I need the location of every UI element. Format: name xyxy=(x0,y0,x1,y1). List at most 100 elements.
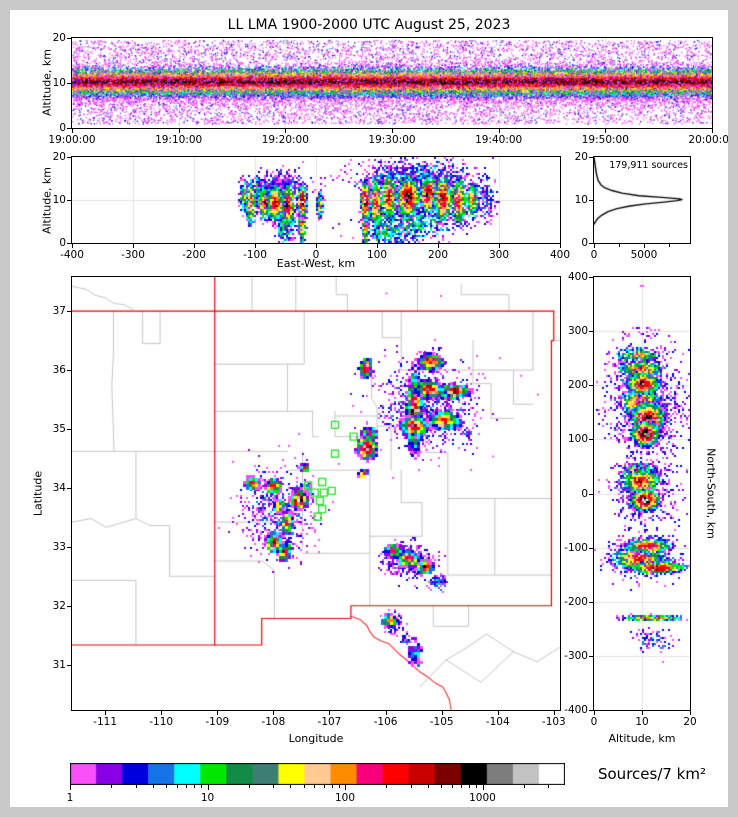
axis-tick xyxy=(273,785,275,788)
tick-label: 37 xyxy=(52,305,66,318)
axis-tick xyxy=(386,785,388,788)
axis-tick xyxy=(441,785,443,788)
ns-panel-xlabel: Altitude, km xyxy=(608,732,676,745)
axis-tick xyxy=(67,664,71,666)
axis-tick xyxy=(589,385,593,387)
tick-label: 100 xyxy=(366,249,388,261)
tick-label: 200 xyxy=(567,379,588,392)
axis-tick xyxy=(67,243,71,244)
tick-label: -200 xyxy=(564,595,588,608)
axis-tick xyxy=(553,711,555,715)
axis-tick xyxy=(619,244,620,247)
axis-tick xyxy=(194,244,195,248)
time-height-panel xyxy=(71,37,713,129)
axis-tick xyxy=(385,711,387,715)
axis-tick xyxy=(111,785,113,788)
axis-tick xyxy=(67,311,71,313)
axis-tick xyxy=(523,785,525,788)
axis-tick xyxy=(72,129,73,133)
axis-tick xyxy=(290,785,292,788)
axis-tick xyxy=(166,785,168,788)
axis-tick xyxy=(67,487,71,489)
axis-tick xyxy=(560,244,561,248)
tick-label: 0 xyxy=(581,237,588,249)
tick-label: 36 xyxy=(52,364,66,377)
tick-label: -103 xyxy=(541,716,566,728)
ew-panel-xlabel: East-West, km xyxy=(276,257,356,270)
axis-tick xyxy=(135,785,137,788)
tick-label: 100 xyxy=(567,433,588,446)
tick-label: -400 xyxy=(564,704,588,716)
north-south-canvas xyxy=(594,277,690,710)
tick-label: -104 xyxy=(485,716,510,728)
tick-label: 19:40:00 xyxy=(475,134,523,146)
axis-tick xyxy=(669,244,670,247)
tick-label: 1 xyxy=(66,792,74,804)
tick-label: 0 xyxy=(59,237,66,249)
tick-label: -106 xyxy=(373,716,398,728)
axis-tick xyxy=(589,277,593,278)
tick-label: 300 xyxy=(567,325,588,338)
tick-label: 20 xyxy=(683,716,697,728)
axis-tick xyxy=(476,785,478,788)
tick-label: -100 xyxy=(243,249,267,261)
axis-tick xyxy=(316,244,317,248)
axis-tick xyxy=(133,244,134,248)
axis-tick xyxy=(194,785,196,788)
axis-tick xyxy=(410,785,412,788)
tick-label: 20 xyxy=(574,151,588,163)
tick-label: 32 xyxy=(52,599,66,612)
plan-view-map-canvas xyxy=(72,277,560,710)
axis-tick xyxy=(67,83,71,84)
axis-tick xyxy=(548,785,550,788)
tick-label: 0 xyxy=(590,249,598,261)
tick-label: 200 xyxy=(427,249,449,261)
tick-label: -300 xyxy=(121,249,145,261)
axis-tick xyxy=(712,129,713,133)
axis-tick xyxy=(329,711,331,715)
axis-tick xyxy=(589,601,593,603)
axis-tick xyxy=(589,200,593,201)
tick-label: 400 xyxy=(567,271,588,283)
tick-label: 33 xyxy=(52,540,66,553)
tick-label: 10 xyxy=(574,194,588,206)
tick-label: 10 xyxy=(52,77,66,89)
map-xlabel: Longitude xyxy=(288,732,344,745)
axis-tick xyxy=(589,439,593,441)
axis-tick xyxy=(438,244,439,248)
tick-label: 19:30:00 xyxy=(368,134,416,146)
axis-tick xyxy=(67,546,71,548)
axis-tick xyxy=(303,785,305,788)
axis-tick xyxy=(67,605,71,607)
axis-tick xyxy=(67,38,71,39)
axis-tick xyxy=(589,655,593,657)
altitude-histogram-canvas xyxy=(594,157,690,243)
axis-tick xyxy=(338,785,340,788)
north-south-panel xyxy=(593,276,691,711)
axis-tick xyxy=(589,331,593,333)
tick-label: -110 xyxy=(149,716,174,728)
tick-label: 19:50:00 xyxy=(581,134,629,146)
tick-label: -108 xyxy=(261,716,286,728)
tick-label: 10 xyxy=(52,194,66,206)
axis-tick xyxy=(392,129,393,133)
tick-label: -111 xyxy=(93,716,118,728)
tick-label: 19:10:00 xyxy=(155,134,203,146)
axis-tick xyxy=(67,428,71,430)
axis-tick xyxy=(589,493,593,495)
axis-tick xyxy=(461,785,463,788)
axis-tick xyxy=(589,243,593,244)
tick-label: 20 xyxy=(52,32,66,44)
figure-title: LL LMA 1900-2000 UTC August 25, 2023 xyxy=(227,17,511,33)
axis-tick xyxy=(644,244,645,248)
tick-label: 20:00:00 xyxy=(688,134,728,146)
axis-tick xyxy=(67,157,71,158)
tick-label: -400 xyxy=(60,249,84,261)
figure-page: LL LMA 1900-2000 UTC August 25, 2023 179… xyxy=(10,10,728,807)
axis-tick xyxy=(345,785,346,790)
axis-tick xyxy=(273,711,275,715)
tick-label: -109 xyxy=(205,716,230,728)
axis-tick xyxy=(152,785,154,788)
axis-tick xyxy=(451,785,453,788)
